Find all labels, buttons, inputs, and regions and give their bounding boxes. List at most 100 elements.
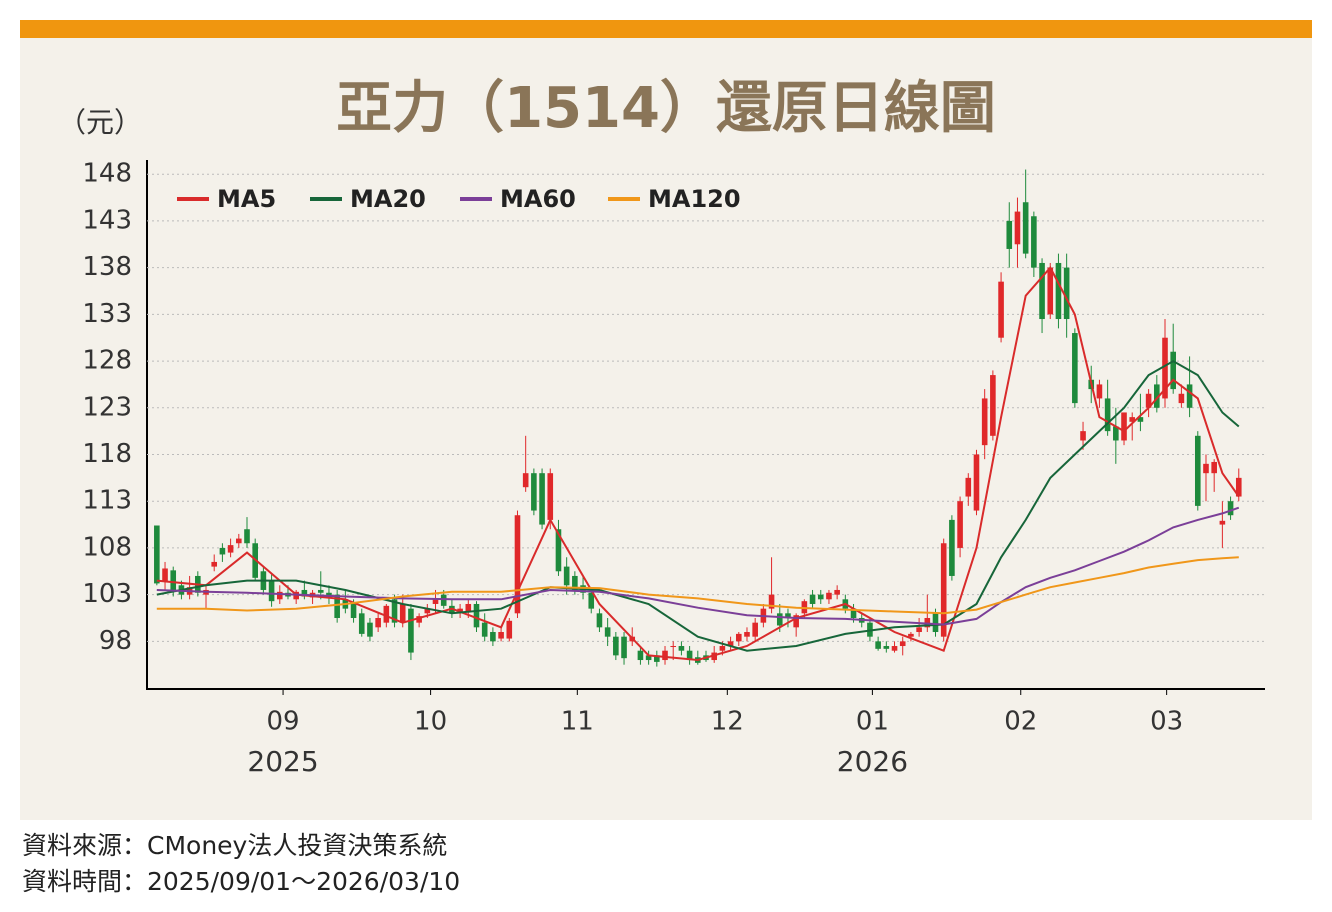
candle-body: [481, 622, 488, 637]
top-bar: [20, 20, 1312, 38]
candle-body: [932, 613, 939, 633]
candle-body: [162, 568, 168, 582]
candle-body: [1031, 216, 1037, 268]
candle-body: [391, 599, 398, 623]
candle-body: [1162, 337, 1168, 399]
candle-body: [686, 650, 693, 661]
x-tick-label: 12: [711, 707, 744, 737]
candle-body: [219, 547, 226, 555]
candle-body: [793, 615, 799, 628]
candle-body: [834, 589, 840, 595]
candle-body: [662, 650, 668, 661]
legend-label: MA120: [648, 185, 741, 213]
candle-body: [613, 636, 619, 656]
year-label: 2026: [837, 745, 908, 778]
ma-line: [156, 506, 1240, 626]
candle-body: [211, 561, 218, 567]
candle-body: [276, 591, 283, 600]
candle-body: [776, 613, 783, 626]
candle-body: [563, 566, 570, 586]
candle-body: [719, 646, 726, 651]
candle-body: [1055, 262, 1062, 320]
candle-body: [883, 646, 890, 649]
candle-body: [809, 594, 816, 604]
candle-body: [1006, 220, 1013, 249]
candle-body: [1129, 417, 1136, 422]
candle-body: [1170, 351, 1176, 390]
candle-body: [399, 603, 406, 623]
chart-title: 亞力（1514）還原日線圖: [336, 76, 996, 141]
y-tick-label: 128: [82, 346, 132, 376]
candle-body: [998, 281, 1004, 338]
candle-body: [268, 580, 275, 602]
x-tick-label: 03: [1150, 707, 1183, 737]
candle-body: [490, 632, 496, 642]
candle-body: [154, 525, 160, 584]
candle-body: [744, 632, 750, 637]
candle-body: [621, 636, 627, 659]
candle-body: [1219, 520, 1226, 525]
candle-body: [940, 543, 947, 637]
y-tick-label: 123: [82, 392, 132, 422]
candle-body: [850, 608, 857, 618]
candle-body: [1022, 202, 1029, 254]
candle-body: [367, 622, 373, 637]
y-tick-label: 138: [82, 252, 132, 282]
candle-body: [637, 650, 644, 661]
candle-body: [424, 608, 431, 614]
candle-body: [1113, 426, 1119, 441]
candle-body: [973, 454, 980, 511]
candle-body: [875, 641, 881, 649]
candle-body: [785, 613, 791, 618]
legend-label: MA5: [217, 185, 276, 213]
candle-body: [317, 589, 324, 593]
candle-body: [440, 594, 447, 606]
candle-body: [645, 655, 652, 661]
candle-body: [244, 529, 250, 544]
y-tick-label: 118: [82, 439, 132, 469]
x-tick-label: 02: [1004, 707, 1037, 737]
x-tick-label: 11: [561, 707, 594, 737]
candle-body: [899, 641, 906, 647]
candle-body: [514, 515, 521, 614]
candle-body: [334, 594, 340, 618]
candle-body: [1178, 393, 1185, 404]
candle-body: [957, 501, 963, 548]
candle-body: [735, 633, 742, 642]
candle-body: [1039, 262, 1045, 320]
candle-body: [1072, 333, 1078, 404]
candle-body: [1235, 477, 1242, 497]
candle-body: [408, 608, 414, 653]
candle-body: [383, 605, 390, 623]
candle-body: [1096, 384, 1103, 399]
ma-line: [156, 265, 1240, 662]
candle-body: [572, 575, 578, 590]
candle-body: [752, 622, 758, 637]
y-tick-label: 103: [82, 579, 132, 609]
y-tick-label: 108: [82, 532, 132, 562]
candle-body: [457, 608, 463, 612]
y-tick-label: 133: [82, 299, 132, 329]
candle-body: [596, 613, 603, 628]
candle-body: [891, 646, 898, 651]
candle-body: [981, 398, 988, 446]
candle-body: [227, 545, 234, 553]
y-tick-label: 148: [82, 159, 132, 189]
candle-body: [1104, 398, 1111, 432]
y-unit: （元）: [58, 106, 142, 139]
candle-body: [170, 570, 177, 592]
candle-body: [916, 627, 922, 633]
candle-body: [727, 641, 734, 647]
legend-label: MA60: [500, 185, 576, 213]
candle-body: [604, 627, 611, 637]
candle-body: [1014, 211, 1021, 245]
candle-body: [539, 473, 545, 525]
candle-body: [678, 646, 685, 651]
candle-body: [473, 603, 480, 628]
source: 資料來源：CMoney法人投資決策系統: [22, 831, 448, 860]
candle-body: [1211, 461, 1217, 474]
candle-body: [301, 589, 308, 597]
legend-label: MA20: [350, 185, 426, 213]
candle-body: [1186, 384, 1193, 408]
